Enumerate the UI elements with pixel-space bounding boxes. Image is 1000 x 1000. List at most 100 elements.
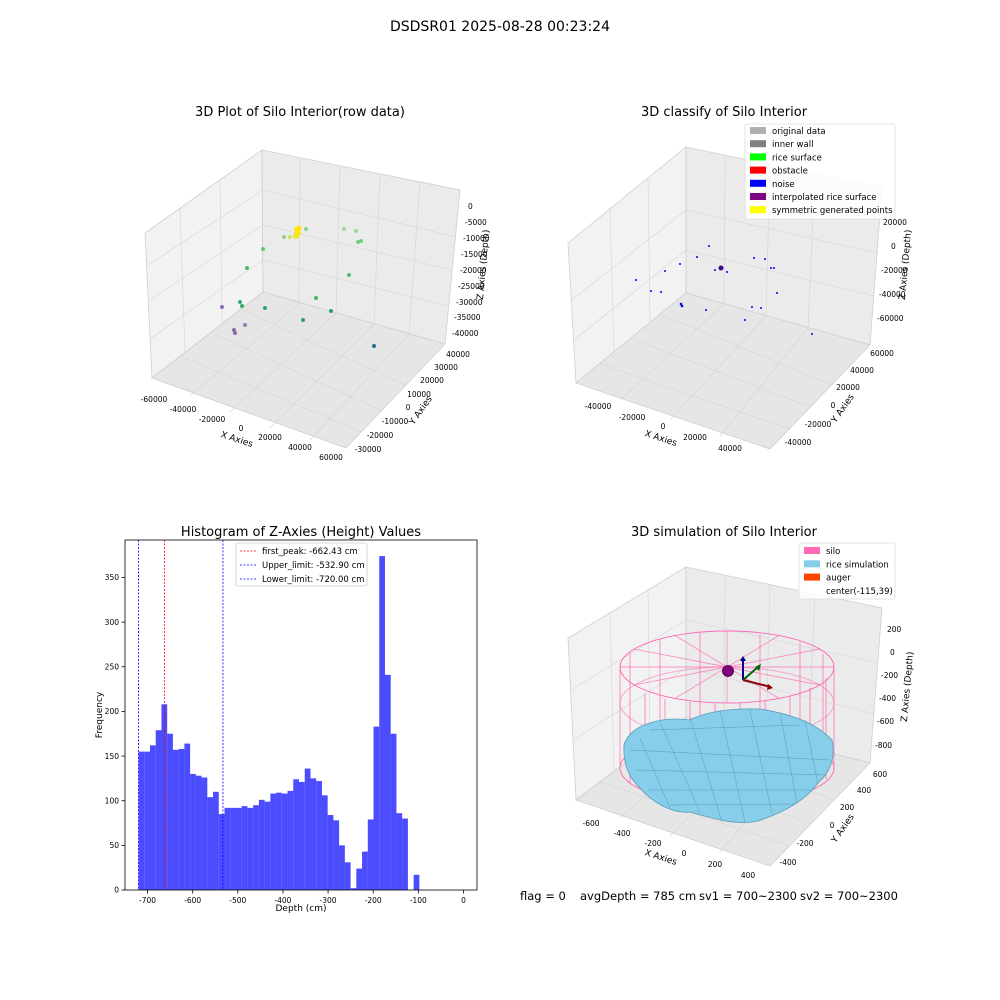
sim-auger-axes [740,656,773,690]
classify-point [764,258,766,260]
classify-point [760,307,762,309]
histogram-bar [293,779,300,890]
histogram-bar [144,751,150,890]
histogram-legend-upper-limit: Upper_limit: -532.90 cm [262,561,365,571]
histogram-bar [304,768,311,890]
histogram-x-tick-label: 0 [461,896,466,905]
raw-point [372,344,376,348]
classify-point [776,292,778,294]
rice-simulation-surface [623,708,834,823]
sim-x-tick: -600 [582,819,599,828]
histogram-bar [258,799,265,890]
histogram-bar [224,807,231,890]
histogram-bar [213,791,219,890]
histogram-bar [138,751,145,890]
classify-z-label: Z Axies (Depth) [898,229,914,300]
sim-z-tick: 200 [887,625,902,634]
footer-avg-depth: avgDepth = 785 cm [580,889,696,903]
legend-swatch [804,573,820,581]
panel-simulation: 3D simulation of Silo Interior [567,525,916,880]
classify-y-tick: 20000 [836,383,860,392]
histogram-x-tick-label: -700 [139,896,156,905]
sim-y-tick: 0 [830,821,835,830]
histogram-plot-frame [124,539,478,891]
legend-label: original data [772,127,826,137]
raw-point [354,229,358,233]
classify-point [679,302,683,306]
raw-x-tick: 40000 [288,443,312,452]
histogram-y-tick-label: 300 [105,618,120,627]
histogram-bar [190,773,196,890]
classify-y-tick: -20000 [805,420,832,429]
sim-x-tick: -200 [644,839,661,848]
classify-z-tick: 0 [891,242,896,251]
sim-y-tick: 400 [857,786,872,795]
classify-point [680,304,684,308]
histogram-vlines [138,540,224,890]
raw-y-tick: 20000 [420,376,444,385]
sim-legend: silo rice simulation auger center(-115,39) [798,542,896,600]
sim-x-tick: 0 [682,849,687,858]
histogram-bar [373,726,380,890]
histogram-bar [390,733,397,890]
raw-z-tick: -30000 [456,298,483,307]
histogram-y-tick-label: 0 [114,886,119,895]
histogram-bar [150,745,156,890]
panel-classify-title: 3D classify of Silo Interior [641,105,808,120]
histogram-bar [402,818,408,890]
classify-point [753,257,755,259]
footer-sv2: sv2 = 700~2300 [800,889,898,903]
rice-mesh-lines [629,709,831,823]
raw-point [296,225,302,231]
legend-label: symmetric generated points [772,206,893,216]
histogram-y-tick-label: 200 [105,707,120,716]
histogram-bar [247,807,254,890]
sim-x-tick: 400 [741,871,756,880]
raw-point [359,239,363,243]
classify-points [635,245,813,335]
raw-point [245,266,249,270]
histogram-bar [384,674,391,890]
histogram-bar [327,815,334,890]
sim-z-tick: -400 [879,694,896,703]
legend-label: auger [826,574,851,584]
classify-point [708,245,710,247]
classify-y-tick: -40000 [785,438,812,447]
raw-z-tick: 0 [468,202,473,211]
histogram-bar [172,749,179,890]
histogram-title: Histogram of Z-Axies (Height) Values [181,525,421,540]
auger-y-arrow [742,666,759,681]
classify-axes-panes [567,146,883,450]
histogram-x-tick-label: -600 [184,896,201,905]
raw-y-tick: -10000 [382,417,409,426]
raw-point [314,296,318,300]
raw-point [329,309,333,313]
raw-z-tick: -10000 [463,234,490,243]
classify-x-tick: 0 [661,422,666,431]
histogram-bar [253,805,259,890]
histogram-bar [350,888,357,890]
footer-status: flag = 0 avgDepth = 785 cm sv1 = 700~230… [520,889,898,903]
footer-flag: flag = 0 [520,889,566,903]
raw-x-tick: 60000 [319,453,343,462]
histogram-bar [264,801,271,890]
sim-x-tick: 200 [708,860,723,869]
legend-label: center(-115,39) [826,587,893,597]
histogram-legend: first_peak: -662.43 cm Upper_limit: -532… [235,542,368,587]
panel-classify: 3D classify of Silo Interior [567,105,914,453]
raw-z-tick: -25000 [458,282,485,291]
raw-x-tick: -60000 [141,395,168,404]
raw-point [293,233,299,239]
sim-y-tick: -200 [796,839,813,848]
sim-legend-frame [798,542,896,600]
histogram-bar [195,775,202,890]
legend-swatch [750,179,766,187]
classify-z-tick: -60000 [877,314,904,323]
classify-point [714,269,716,271]
raw-axes-panes [144,149,461,449]
histogram-bar [316,781,322,890]
classify-x-ticks: -40000 -20000 0 20000 40000 [585,402,742,453]
sim-y-ticks: -400 -200 0 200 400 600 [779,770,887,867]
raw-x-tick: -40000 [170,405,197,414]
